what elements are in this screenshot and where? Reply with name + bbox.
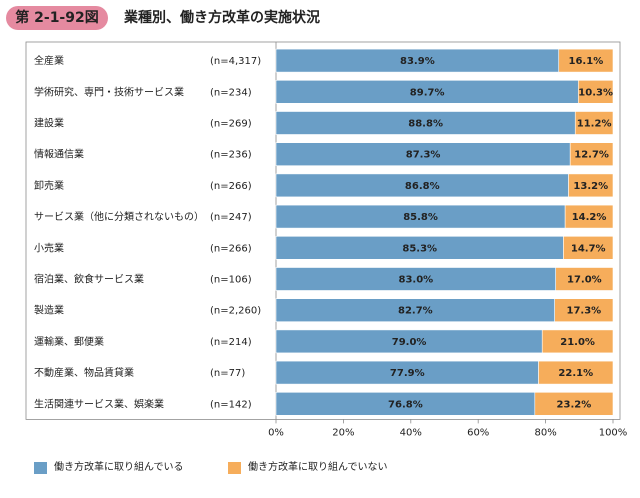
data-label-not-implemented: 17.3% [566, 306, 601, 317]
category-label: 卸売業 [34, 179, 64, 192]
x-tick-label: 0% [268, 427, 284, 438]
category-label: 建設業 [34, 117, 64, 130]
stacked-bar-chart: 全産業 (n=4,317) 83.9% 16.1% 学術研究、専門・技術サービス業 (n=… [25, 41, 628, 438]
figure-header: 第 2-1-92図 業種別、働き方改革の実施状況 [0, 0, 640, 34]
bar-not-implemented [541, 329, 614, 354]
category-label: 全産業 [34, 54, 64, 67]
sample-size-label: (n=106) [210, 275, 252, 286]
legend-label-implemented: 働き方改革に取り組んでいる [54, 462, 184, 473]
data-label-not-implemented: 14.2% [572, 212, 607, 223]
data-label-implemented: 85.3% [402, 243, 437, 254]
data-label-not-implemented: 12.7% [574, 150, 609, 161]
bar-not-implemented [577, 79, 614, 104]
figure-title: 業種別、働き方改革の実施状況 [124, 10, 320, 26]
category-label: サービス業（他に分類されないもの） [34, 210, 204, 223]
bar-not-implemented [568, 173, 614, 198]
data-label-not-implemented: 23.2% [557, 399, 592, 410]
data-label-implemented: 76.8% [388, 399, 423, 410]
data-label-not-implemented: 16.1% [569, 56, 604, 67]
data-label-implemented: 82.7% [398, 306, 433, 317]
bar-not-implemented [555, 267, 614, 291]
data-label-not-implemented: 22.1% [558, 368, 593, 379]
data-label-not-implemented: 11.2% [577, 119, 612, 130]
bar-not-implemented [569, 142, 614, 166]
legend-swatch-implemented [34, 462, 47, 474]
bar-not-implemented [554, 298, 614, 323]
x-tick-label: 40% [400, 427, 422, 438]
x-tick-label: 80% [534, 427, 556, 438]
category-label: 小売業 [34, 241, 64, 254]
category-label: 宿泊業、飲食サービス業 [34, 273, 144, 286]
x-tick-label: 60% [467, 427, 489, 438]
data-label-implemented: 86.8% [405, 181, 440, 192]
bar-not-implemented [534, 391, 614, 416]
bar-not-implemented [574, 111, 614, 135]
x-tick-label: 100% [599, 427, 628, 438]
sample-size-label: (n=77) [210, 368, 245, 379]
bar-not-implemented [564, 204, 614, 229]
category-label: 製造業 [34, 304, 64, 317]
data-label-not-implemented: 21.0% [560, 337, 595, 348]
sample-size-label: (n=236) [210, 150, 252, 161]
legend-swatch-not-implemented [228, 462, 241, 474]
sample-size-label: (n=4,317) [210, 56, 261, 67]
data-label-implemented: 83.9% [400, 56, 435, 67]
chart-frame [25, 41, 621, 420]
data-label-not-implemented: 10.3% [578, 87, 613, 98]
data-label-implemented: 87.3% [406, 150, 441, 161]
sample-size-label: (n=266) [210, 243, 252, 254]
data-label-implemented: 77.9% [390, 368, 425, 379]
bar-not-implemented [538, 360, 614, 385]
sample-size-label: (n=234) [210, 87, 252, 98]
data-label-implemented: 85.8% [403, 212, 438, 223]
sample-size-label: (n=142) [210, 399, 252, 410]
data-label-implemented: 83.0% [399, 275, 434, 286]
sample-size-label: (n=266) [210, 181, 252, 192]
category-label: 情報通信業 [34, 148, 84, 161]
bar-not-implemented [563, 236, 614, 260]
data-label-implemented: 88.8% [408, 119, 443, 130]
sample-size-label: (n=269) [210, 119, 252, 130]
sample-size-label: (n=247) [210, 212, 252, 223]
category-label: 生活関連サービス業、娯楽業 [34, 397, 164, 410]
legend-label-not-implemented: 働き方改革に取り組んでいない [248, 462, 388, 473]
sample-size-label: (n=2,260) [210, 306, 261, 317]
sample-size-label: (n=214) [210, 337, 252, 348]
data-label-not-implemented: 13.2% [573, 181, 608, 192]
x-tick-label: 20% [332, 427, 354, 438]
category-label: 不動産業、物品賃貸業 [34, 366, 134, 379]
data-label-not-implemented: 17.0% [567, 275, 602, 286]
data-label-implemented: 89.7% [410, 87, 445, 98]
data-label-not-implemented: 14.7% [571, 243, 606, 254]
category-label: 運輸業、郵便業 [34, 335, 104, 348]
bar-not-implemented [558, 48, 614, 73]
figure-number-badge: 第 2-1-92図 [6, 6, 108, 30]
data-label-implemented: 79.0% [392, 337, 427, 348]
category-label: 学術研究、専門・技術サービス業 [34, 85, 184, 98]
